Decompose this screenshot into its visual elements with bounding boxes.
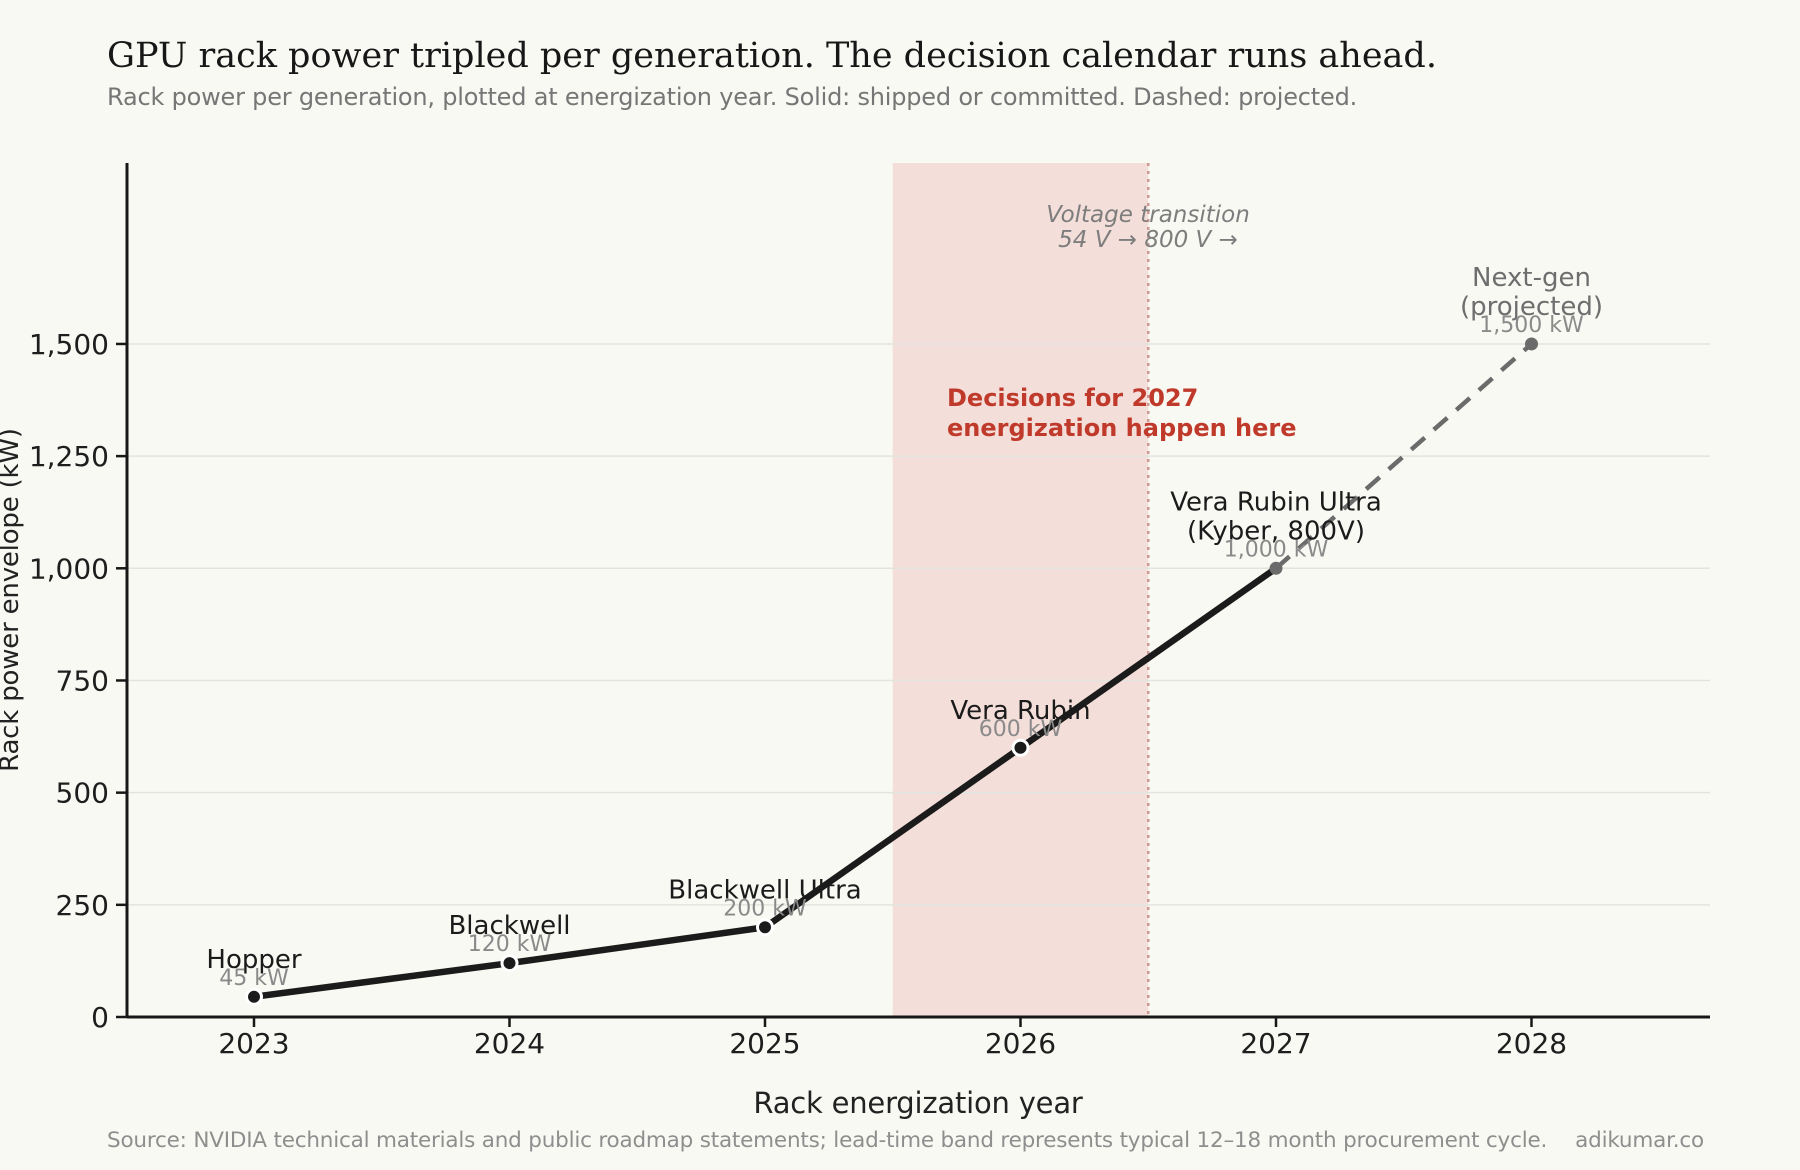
y-tick-label: 1,250: [29, 440, 109, 473]
chart-title: GPU rack power tripled per generation. T…: [107, 36, 1437, 76]
decision-window-annotation: Decisions for 2027 energization happen h…: [947, 383, 1297, 443]
x-tick-label: 2024: [474, 1027, 545, 1060]
point-name-label: (projected): [1460, 292, 1603, 322]
point-value-label: 45 kW: [219, 966, 289, 991]
decision-note-line2: energization happen here: [947, 414, 1297, 442]
brand-text: adikumar.co: [1575, 1128, 1704, 1153]
x-tick-label: 2027: [1240, 1027, 1311, 1060]
y-tick-label: 1,500: [29, 328, 109, 361]
point-value-label: 1,500 kW: [1479, 313, 1584, 338]
voltage-transition-annotation: Voltage transition 54 V → 800 V →: [1046, 203, 1250, 253]
point-name-label: Vera Rubin Ultra: [1170, 487, 1382, 517]
chart-subtitle: Rack power per generation, plotted at en…: [107, 83, 1358, 111]
x-tick-label: 2028: [1496, 1027, 1567, 1060]
point-value-label: 200 kW: [723, 896, 807, 921]
point-name-label: Blackwell: [448, 911, 570, 941]
x-tick-label: 2026: [985, 1027, 1056, 1060]
point-name-label: Blackwell Ultra: [668, 875, 861, 905]
y-tick-label: 250: [56, 889, 109, 922]
source-note: Source: NVIDIA technical materials and p…: [107, 1128, 1704, 1153]
x-tick-label: 2025: [729, 1027, 800, 1060]
point-value-label: 600 kW: [979, 717, 1063, 742]
y-tick-label: 1,000: [29, 552, 109, 585]
point-value-label: 120 kW: [468, 932, 552, 957]
y-axis-title: Rack power envelope (kW): [0, 428, 25, 772]
data-point: [756, 918, 774, 937]
voltage-note-line2: 54 V → 800 V →: [1058, 227, 1238, 253]
source-text: Source: NVIDIA technical materials and p…: [107, 1128, 1548, 1153]
y-tick-label: 0: [91, 1001, 109, 1034]
series-line-projected: [1274, 342, 1533, 570]
data-point: [245, 987, 263, 1006]
data-point: [1525, 337, 1538, 351]
data-point: [500, 954, 519, 973]
point-name-label: (Kyber, 800V): [1187, 516, 1365, 546]
data-point: [1011, 738, 1030, 757]
voltage-note-line1: Voltage transition: [1046, 202, 1250, 228]
decision-note-line1: Decisions for 2027: [947, 384, 1199, 412]
point-value-label: 1,000 kW: [1224, 537, 1329, 562]
data-point: [1269, 561, 1283, 575]
x-axis-title: Rack energization year: [753, 1086, 1083, 1120]
point-name-label: Next-gen: [1472, 263, 1591, 293]
point-name-label: Vera Rubin: [950, 696, 1090, 726]
lead-time-band: [892, 163, 1149, 1017]
point-name-label: Hopper: [206, 945, 301, 975]
x-tick-label: 2023: [218, 1027, 289, 1060]
y-tick-label: 500: [56, 777, 109, 810]
y-tick-label: 750: [56, 664, 109, 697]
